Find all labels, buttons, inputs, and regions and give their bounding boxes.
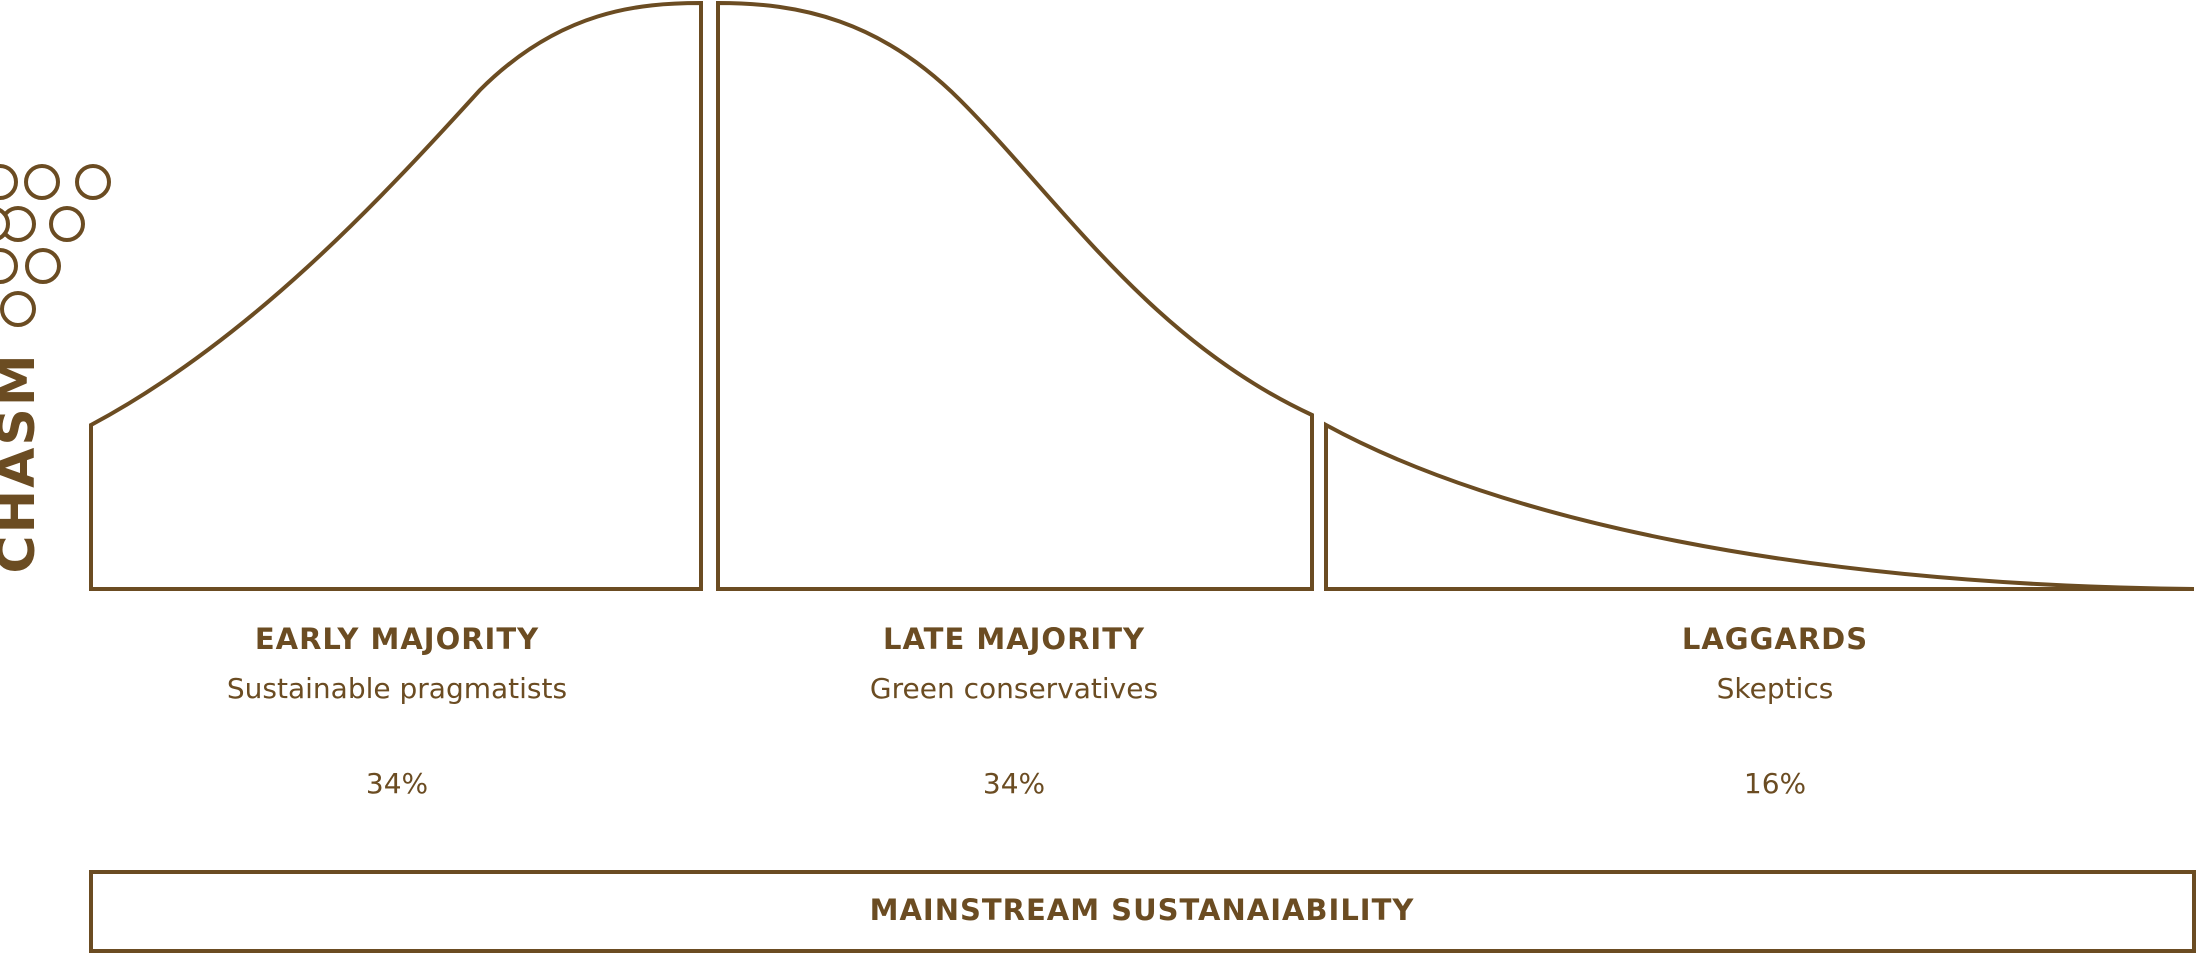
segment-share: 16% — [1744, 767, 1806, 800]
chasm-label: CHASM — [0, 352, 47, 573]
segment-subtitle: Green conservatives — [870, 672, 1158, 705]
banner-label: MAINSTREAM SUSTANAIABILITY — [870, 893, 1415, 927]
segment-share: 34% — [366, 767, 428, 800]
late-majority-curve — [716, 0, 1314, 591]
circles — [0, 164, 111, 327]
early-majority-curve — [89, 0, 703, 591]
segment-title: EARLY MAJORITY — [255, 622, 539, 656]
segment-share: 34% — [983, 767, 1045, 800]
laggards-curve — [1324, 421, 2195, 591]
segment-subtitle: Sustainable pragmatists — [227, 672, 567, 705]
segment-subtitle: Skeptics — [1717, 672, 1834, 705]
banner-box — [89, 870, 2196, 953]
segment-title: LAGGARDS — [1682, 622, 1868, 656]
segment-title: LATE MAJORITY — [883, 622, 1145, 656]
